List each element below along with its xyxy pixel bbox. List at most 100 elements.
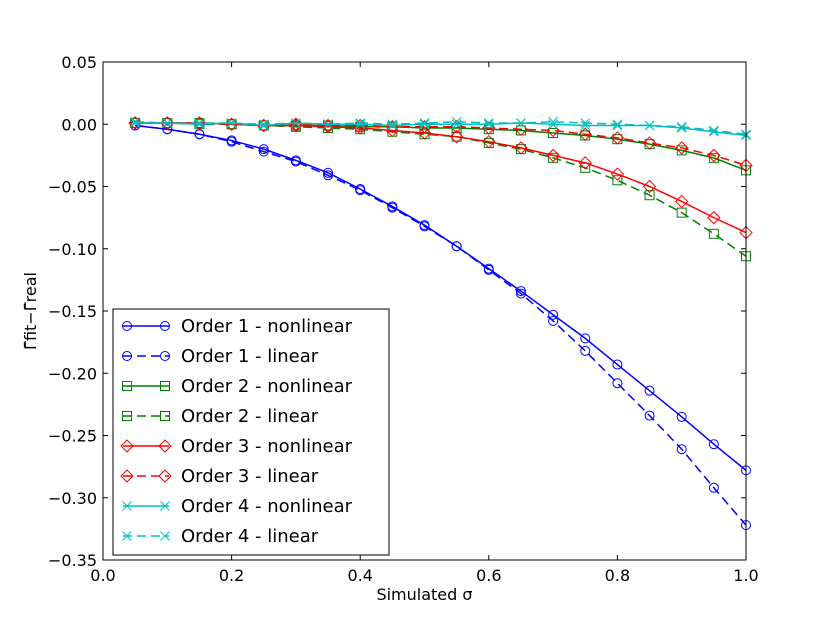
data-point (194, 119, 205, 130)
data-point (451, 116, 462, 127)
data-point (548, 309, 559, 320)
data-point (644, 385, 655, 396)
data-point (546, 148, 560, 163)
data-point (612, 175, 623, 186)
legend-label: Order 1 - nonlinear (181, 316, 353, 337)
data-point (676, 145, 687, 156)
data-point (449, 129, 464, 144)
data-point (708, 125, 719, 136)
x-tick-label: 1.0 (733, 566, 758, 585)
data-point (612, 120, 623, 131)
legend-marker (122, 321, 132, 331)
data-point (548, 116, 558, 127)
data-point (674, 141, 689, 155)
y-tick-label: −0.30 (48, 489, 97, 508)
data-point (419, 118, 430, 128)
data-point (355, 118, 366, 128)
data-point (258, 146, 269, 157)
data-point (676, 444, 687, 455)
data-point (676, 123, 687, 133)
data-point (515, 288, 526, 299)
data-point (192, 116, 207, 130)
data-point (291, 118, 301, 128)
data-point (289, 117, 303, 131)
legend-label: Order 4 - nonlinear (181, 496, 353, 517)
data-point (483, 119, 494, 130)
legend-label: Order 1 - linear (181, 346, 319, 367)
series-line (135, 121, 747, 135)
data-point (258, 119, 269, 130)
legend-box (112, 308, 390, 556)
legend-label: Order 3 - nonlinear (181, 436, 353, 457)
data-point (676, 411, 687, 422)
data-point (226, 118, 237, 128)
data-point (387, 202, 398, 213)
data-point (419, 119, 430, 130)
legend-marker (122, 381, 132, 391)
x-tick-label: 0.2 (219, 566, 244, 585)
data-point (130, 116, 141, 127)
y-axis-label: Γ̄fit−Γ̄real (21, 272, 40, 350)
data-point (642, 136, 657, 150)
data-point (387, 120, 398, 131)
data-point (323, 119, 333, 130)
x-tick-label: 0.8 (605, 566, 630, 585)
data-point (580, 345, 591, 356)
data-point (323, 170, 334, 181)
series-7 (130, 118, 751, 141)
legend-marker (160, 351, 170, 361)
legend-label: Order 2 - nonlinear (181, 376, 353, 397)
data-point (612, 119, 623, 130)
legend-entry: Order 1 - linear (122, 346, 319, 367)
legend-entry: Order 4 - linear (122, 526, 319, 547)
data-point (578, 127, 592, 141)
legend-entry: Order 1 - nonlinear (122, 316, 353, 337)
data-point (162, 124, 173, 135)
data-point (580, 118, 591, 128)
data-point (194, 118, 205, 128)
data-point (708, 228, 719, 239)
y-tick-label: −0.05 (48, 178, 97, 197)
legend-marker (158, 469, 172, 483)
ticks-layer: 0.0 0.2 0.4 0.6 0.8 1.0 0.05 0.00 −0.05 −0.10 −0.1… (48, 53, 759, 585)
legend-marker (120, 469, 134, 483)
data-point (642, 179, 657, 194)
legend-marker (120, 439, 134, 453)
data-point (708, 482, 719, 493)
data-point (708, 152, 719, 163)
x-tick-label: 0.4 (347, 566, 372, 585)
legend-marker (160, 381, 170, 391)
y-tick-label: −0.35 (48, 551, 97, 570)
series-5 (128, 116, 753, 240)
data-point (482, 134, 496, 149)
y-tick-label: −0.25 (48, 427, 97, 446)
legend-marker (160, 501, 170, 511)
legend-label: Order 3 - linear (181, 466, 319, 487)
series-line (135, 124, 747, 526)
legend-label: Order 2 - linear (181, 406, 319, 427)
data-point (610, 167, 625, 181)
series-layer (128, 116, 753, 531)
legend-marker (122, 411, 132, 421)
legend-entry: Order 2 - linear (122, 406, 319, 427)
data-point (548, 152, 559, 163)
data-point (612, 359, 623, 370)
legend-marker (158, 439, 172, 453)
legend-marker (160, 321, 170, 331)
data-point (226, 136, 237, 147)
legend-entry: Order 2 - nonlinear (122, 376, 353, 397)
data-point (451, 241, 462, 252)
data-point (674, 194, 689, 209)
legend-label: Order 4 - linear (181, 526, 319, 547)
x-tick-label: 0.6 (476, 566, 501, 585)
data-point (580, 333, 591, 344)
data-point (516, 118, 526, 128)
x-tick-label: 0.0 (90, 566, 115, 585)
legend-marker (122, 531, 132, 541)
data-point (612, 378, 623, 389)
data-point (708, 439, 719, 450)
data-point (708, 126, 719, 137)
data-point (610, 131, 625, 145)
data-point (548, 315, 559, 326)
